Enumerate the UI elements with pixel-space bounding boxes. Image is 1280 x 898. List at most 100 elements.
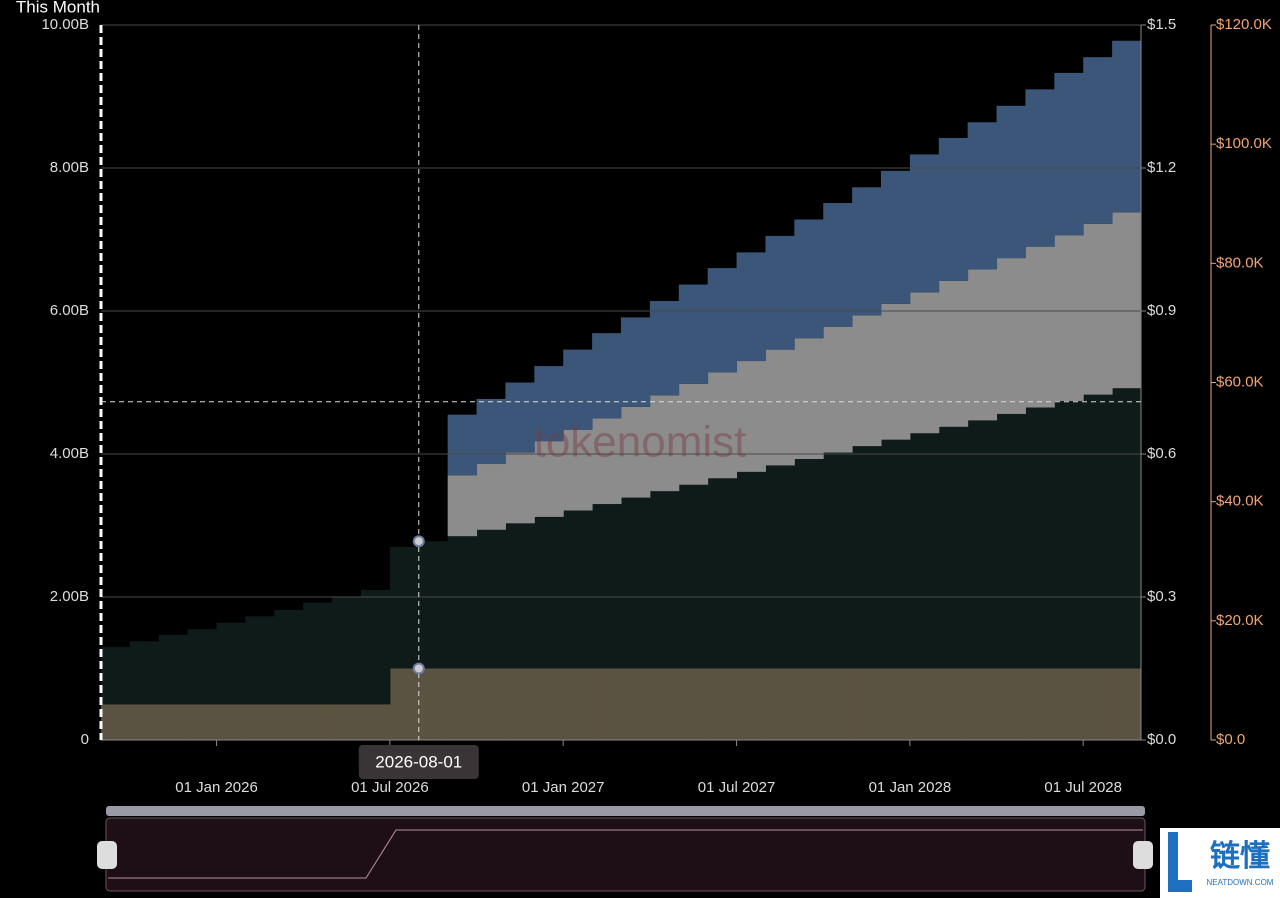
area-step (187, 704, 218, 740)
area-step (736, 252, 766, 362)
area-step (794, 338, 824, 460)
area-step (361, 704, 391, 740)
y-tick-label: 4.00B (50, 445, 89, 462)
area-step (1112, 40, 1142, 213)
y2-tick-label: $1.5 (1147, 16, 1176, 33)
y-tick-label: 8.00B (50, 159, 89, 176)
x-tick-label: 01 Jan 2028 (869, 779, 952, 796)
area-step (881, 668, 911, 740)
navigator (97, 806, 1153, 892)
y-tick-label: 0 (81, 731, 89, 748)
area-step (592, 668, 622, 740)
area-step (216, 704, 246, 740)
area-step (245, 704, 275, 740)
logo-mark (1168, 832, 1192, 892)
area-step (852, 668, 882, 740)
area-step (938, 137, 969, 281)
area-step (967, 420, 998, 669)
area-step (563, 668, 593, 740)
area-step (1054, 72, 1084, 236)
area-step (678, 484, 709, 669)
area-step (216, 622, 246, 705)
area-step (274, 704, 304, 740)
area-step (505, 668, 535, 740)
area-step (101, 704, 131, 740)
watermark: tokenomist (534, 418, 747, 467)
area-step (129, 704, 160, 740)
navigator-scrollbar[interactable] (106, 806, 1145, 816)
area-step (794, 219, 824, 339)
navigator-handle[interactable] (97, 841, 117, 869)
area-step (1083, 394, 1113, 669)
area-step (996, 258, 1026, 414)
navigator-window (105, 817, 1146, 892)
area-step (736, 668, 766, 740)
y3-tick-label: $80.0K (1216, 254, 1264, 271)
area-step (158, 634, 189, 705)
area-step (678, 383, 709, 485)
area-step (621, 497, 651, 669)
area-step (592, 333, 622, 419)
area-step (909, 154, 940, 293)
area-step (505, 523, 535, 669)
area-step (1112, 388, 1142, 669)
area-step (967, 668, 998, 740)
area-step (447, 536, 478, 669)
legend-label: This Month (16, 0, 100, 16)
area-step (447, 414, 478, 476)
area-step (678, 284, 709, 384)
area-step (303, 704, 333, 740)
area-step (938, 426, 969, 669)
area-step (736, 471, 766, 669)
area-step (418, 668, 449, 740)
area-step (534, 668, 564, 740)
x-tick-label: 01 Jul 2028 (1044, 779, 1122, 796)
area-step (909, 668, 940, 740)
area-step (534, 516, 564, 669)
logo-subtitle: NEATDOWN.COM (1207, 878, 1274, 887)
area-step (621, 406, 651, 498)
area-step (765, 349, 795, 466)
area-step (476, 398, 506, 465)
area-step (967, 122, 998, 270)
area-step (938, 280, 969, 427)
y3-tick-label: $60.0K (1216, 373, 1264, 390)
area-step (1054, 235, 1084, 402)
area-step (187, 629, 218, 705)
area-step (1025, 407, 1055, 669)
hover-point (412, 662, 425, 675)
area-step (389, 546, 420, 669)
area-step (707, 668, 738, 740)
area-step (389, 668, 420, 740)
area-step (418, 541, 449, 669)
y3-tick-label: $120.0K (1216, 16, 1272, 33)
area-step (707, 372, 738, 479)
y-tick-label: 2.00B (50, 588, 89, 605)
area-step (1025, 246, 1055, 408)
area-step (852, 315, 882, 447)
area-step (823, 203, 853, 327)
area-step (476, 529, 506, 669)
logo: 链懂 NEATDOWN.COM (1160, 828, 1280, 898)
area-step (447, 475, 478, 537)
area-step (909, 433, 940, 669)
y2-tick-label: $0.3 (1147, 588, 1176, 605)
navigator-line (108, 829, 1143, 879)
area-step (476, 668, 506, 740)
y3-tick-label: $100.0K (1216, 135, 1272, 152)
area-step (823, 452, 853, 669)
area-step (765, 668, 795, 740)
area-step (794, 668, 824, 740)
area-step (852, 446, 882, 669)
area-step (823, 326, 853, 453)
area-step (592, 504, 622, 669)
area-step (505, 382, 535, 453)
x-tick-label: 01 Jan 2027 (522, 779, 605, 796)
navigator-handle[interactable] (1133, 841, 1153, 869)
area-step (245, 616, 275, 705)
area-step (881, 303, 911, 440)
area-step (1083, 223, 1113, 395)
area-step (765, 235, 795, 350)
y2-tick-label: $0.0 (1147, 731, 1176, 748)
area-step (996, 668, 1026, 740)
